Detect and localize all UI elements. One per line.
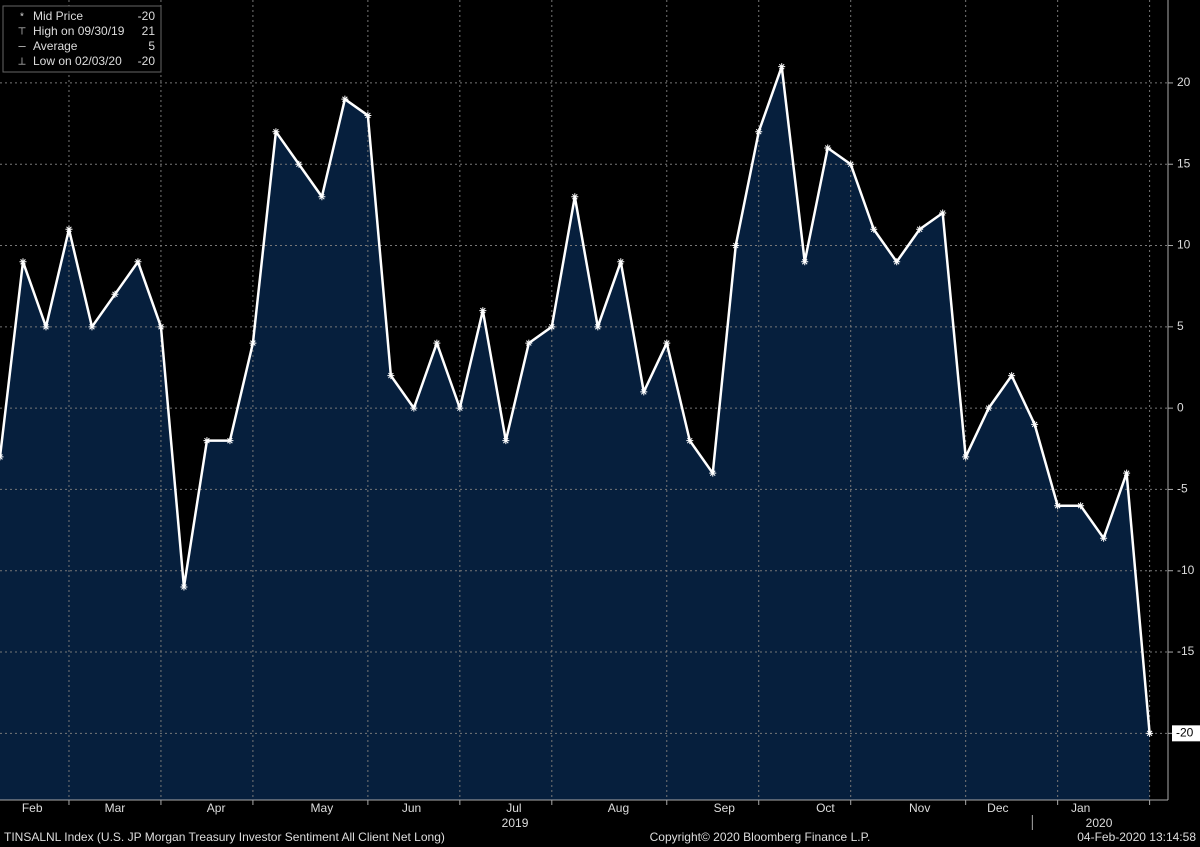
marker [1008, 372, 1016, 380]
marker [433, 339, 441, 347]
y-tick-label: 15 [1177, 156, 1191, 170]
y-tick-label: 5 [1177, 319, 1184, 333]
last-value-label: -20 [1176, 726, 1194, 740]
footer-right: 04-Feb-2020 13:14:58 [1077, 830, 1196, 844]
marker [755, 128, 763, 136]
legend-value: -20 [138, 9, 156, 23]
marker [502, 437, 510, 445]
legend-value: -20 [138, 54, 156, 68]
marker [479, 307, 487, 315]
marker [617, 258, 625, 266]
legend-box [2, 5, 162, 73]
footer-left: TINSALNL Index (U.S. JP Morgan Treasury … [4, 830, 445, 844]
marker [525, 339, 533, 347]
marker [709, 469, 717, 477]
last-value-box [1172, 725, 1200, 742]
x-tick-label: Dec [987, 801, 1008, 815]
marker [387, 372, 395, 380]
marker [824, 144, 832, 152]
x-tick-label: May [311, 801, 334, 815]
x-tick-label: Mar [105, 801, 126, 815]
marker [134, 258, 142, 266]
marker [893, 258, 901, 266]
marker [180, 583, 188, 591]
marker [663, 339, 671, 347]
marker [364, 111, 372, 119]
marker [571, 193, 579, 201]
marker [1123, 469, 1131, 477]
marker [548, 323, 556, 331]
marker [1077, 502, 1085, 510]
marker [1054, 502, 1062, 510]
y-tick-label: 0 [1177, 400, 1184, 414]
marker [1031, 420, 1039, 428]
legend-symbol: ─ [17, 42, 26, 53]
legend-label: Average [33, 39, 78, 53]
marker [686, 437, 694, 445]
marker [985, 404, 993, 412]
y-tick-label: 20 [1177, 75, 1191, 89]
footer-center: Copyright© 2020 Bloomberg Finance L.P. [650, 830, 871, 844]
marker [801, 258, 809, 266]
legend-symbol: ⊥ [18, 57, 27, 68]
marker [1146, 729, 1154, 737]
legend-label: Low on 02/03/20 [33, 54, 122, 68]
marker [111, 290, 119, 298]
x-tick-label: Apr [207, 801, 226, 815]
marker [19, 258, 27, 266]
marker [203, 437, 211, 445]
marker [157, 323, 165, 331]
marker [847, 160, 855, 168]
x-tick-label: Oct [816, 801, 835, 815]
legend-symbol: ⊤ [18, 27, 27, 38]
marker [226, 437, 234, 445]
marker [410, 404, 418, 412]
x-tick-label: Aug [608, 801, 629, 815]
legend-value: 5 [148, 39, 155, 53]
y-tick-label: 10 [1177, 238, 1191, 252]
marker [594, 323, 602, 331]
marker [272, 128, 280, 136]
x-tick-label: Jul [506, 801, 521, 815]
legend-label: Mid Price [33, 9, 83, 23]
x-tick-label: Jan [1071, 801, 1090, 815]
marker [916, 225, 924, 233]
legend-value: 21 [142, 24, 156, 38]
year-label: 2019 [502, 816, 529, 830]
x-tick-label: Nov [909, 801, 930, 815]
y-tick-label: -5 [1177, 482, 1188, 496]
y-tick-label: -10 [1177, 563, 1195, 577]
x-tick-label: Sep [714, 801, 736, 815]
y-tick-label: -15 [1177, 644, 1195, 658]
year-label: 2020 [1086, 816, 1113, 830]
marker [249, 339, 257, 347]
legend-label: High on 09/30/19 [33, 24, 125, 38]
marker [65, 225, 73, 233]
marker [295, 160, 303, 168]
marker [962, 453, 970, 461]
x-tick-label: Jun [402, 801, 421, 815]
x-tick-label: Feb [22, 801, 43, 815]
marker [732, 242, 740, 250]
area [0, 66, 1150, 800]
marker [318, 193, 326, 201]
marker [870, 225, 878, 233]
legend-symbol: * [20, 12, 24, 23]
marker [1100, 534, 1108, 542]
marker [939, 209, 947, 217]
marker [341, 95, 349, 103]
marker [42, 323, 50, 331]
marker [88, 323, 96, 331]
marker [456, 404, 464, 412]
marker [640, 388, 648, 396]
marker [778, 63, 786, 71]
